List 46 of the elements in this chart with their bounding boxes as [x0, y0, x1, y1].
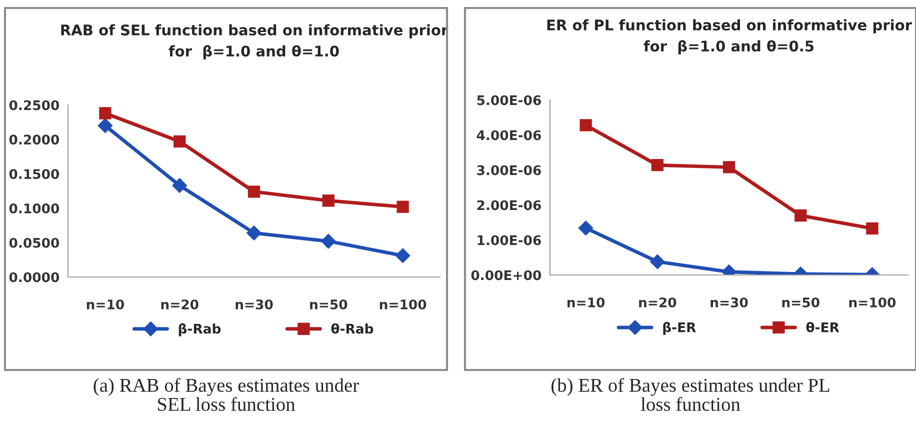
point [246, 226, 262, 240]
point [580, 119, 592, 132]
x-tick-label: n=10 [568, 297, 605, 308]
point [322, 194, 334, 207]
legend-label: θ-Rab [331, 323, 374, 334]
x-tick-label: n=100 [380, 299, 426, 310]
y-tick-label: 2.00E-06 [477, 200, 541, 210]
point [395, 248, 410, 264]
legend-label: β-Rab [178, 323, 221, 336]
point [99, 107, 112, 120]
y-tick-label: 4.00E-06 [476, 130, 541, 140]
y-tick-label: 0.2500 [9, 100, 60, 110]
point [174, 135, 186, 148]
x-tick-label: n=50 [782, 297, 820, 308]
legend-label: θ-ER [806, 322, 840, 332]
y-tick-label: 0.2000 [9, 134, 60, 145]
x-tick-label: n=10 [86, 299, 124, 310]
point [396, 200, 409, 213]
y-tick-label: 0.00E+00 [471, 270, 542, 280]
point [651, 159, 664, 172]
y-tick-label: 0.0000 [9, 272, 60, 282]
chart-title: ER of PL function based on informative prior for β=1.0 and θ=0.5 [547, 19, 912, 54]
x-tick-label: n=20 [161, 299, 198, 310]
point [722, 161, 736, 174]
y-tick-label: 0.0500 [9, 238, 60, 248]
x-tick-label: n=30 [710, 297, 748, 308]
chart-title: RAB of SEL function based on informative prior for β=1.0 and θ=1.0 [61, 24, 448, 60]
point [578, 220, 594, 236]
text: (b) ER of Bayes estimates under PL loss function [551, 378, 830, 411]
y-tick-label: 0.1000 [9, 203, 60, 214]
point [172, 178, 187, 193]
point [98, 118, 113, 134]
y-tick-label: 5.00E-06 [477, 95, 541, 106]
x-tick-label: n=30 [236, 299, 273, 310]
point [794, 209, 807, 222]
legend-label: β-ER [663, 322, 696, 335]
x-tick-label: n=100 [849, 297, 896, 308]
y-tick-label: 3.00E-06 [477, 165, 541, 176]
x-tick-label: n=50 [310, 299, 348, 310]
y-tick-label: 0.1500 [9, 169, 60, 179]
y-tick-label: 1.00E-06 [478, 235, 541, 246]
x-tick-label: n=20 [639, 297, 676, 308]
point [866, 222, 878, 235]
point [248, 186, 260, 198]
text: (a) RAB of Bayes estimates under SEL loss function [94, 378, 359, 411]
point [321, 234, 336, 249]
